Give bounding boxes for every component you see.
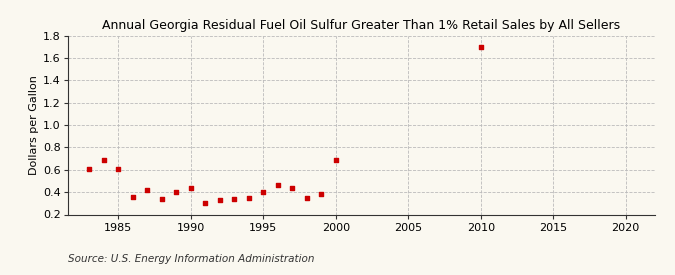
- Point: [113, 166, 124, 171]
- Title: Annual Georgia Residual Fuel Oil Sulfur Greater Than 1% Retail Sales by All Sell: Annual Georgia Residual Fuel Oil Sulfur …: [102, 19, 620, 32]
- Text: Source: U.S. Energy Information Administration: Source: U.S. Energy Information Administ…: [68, 254, 314, 264]
- Point: [272, 183, 283, 188]
- Point: [171, 190, 182, 194]
- Point: [287, 185, 298, 190]
- Point: [157, 197, 167, 201]
- Point: [330, 158, 341, 162]
- Point: [258, 190, 269, 194]
- Point: [229, 197, 240, 201]
- Point: [301, 196, 312, 200]
- Point: [316, 192, 327, 197]
- Point: [84, 166, 95, 171]
- Y-axis label: Dollars per Gallon: Dollars per Gallon: [28, 75, 38, 175]
- Point: [200, 201, 211, 205]
- Point: [99, 158, 109, 162]
- Point: [215, 198, 225, 202]
- Point: [244, 196, 254, 200]
- Point: [128, 194, 138, 199]
- Point: [186, 185, 196, 190]
- Point: [475, 45, 486, 49]
- Point: [142, 188, 153, 192]
